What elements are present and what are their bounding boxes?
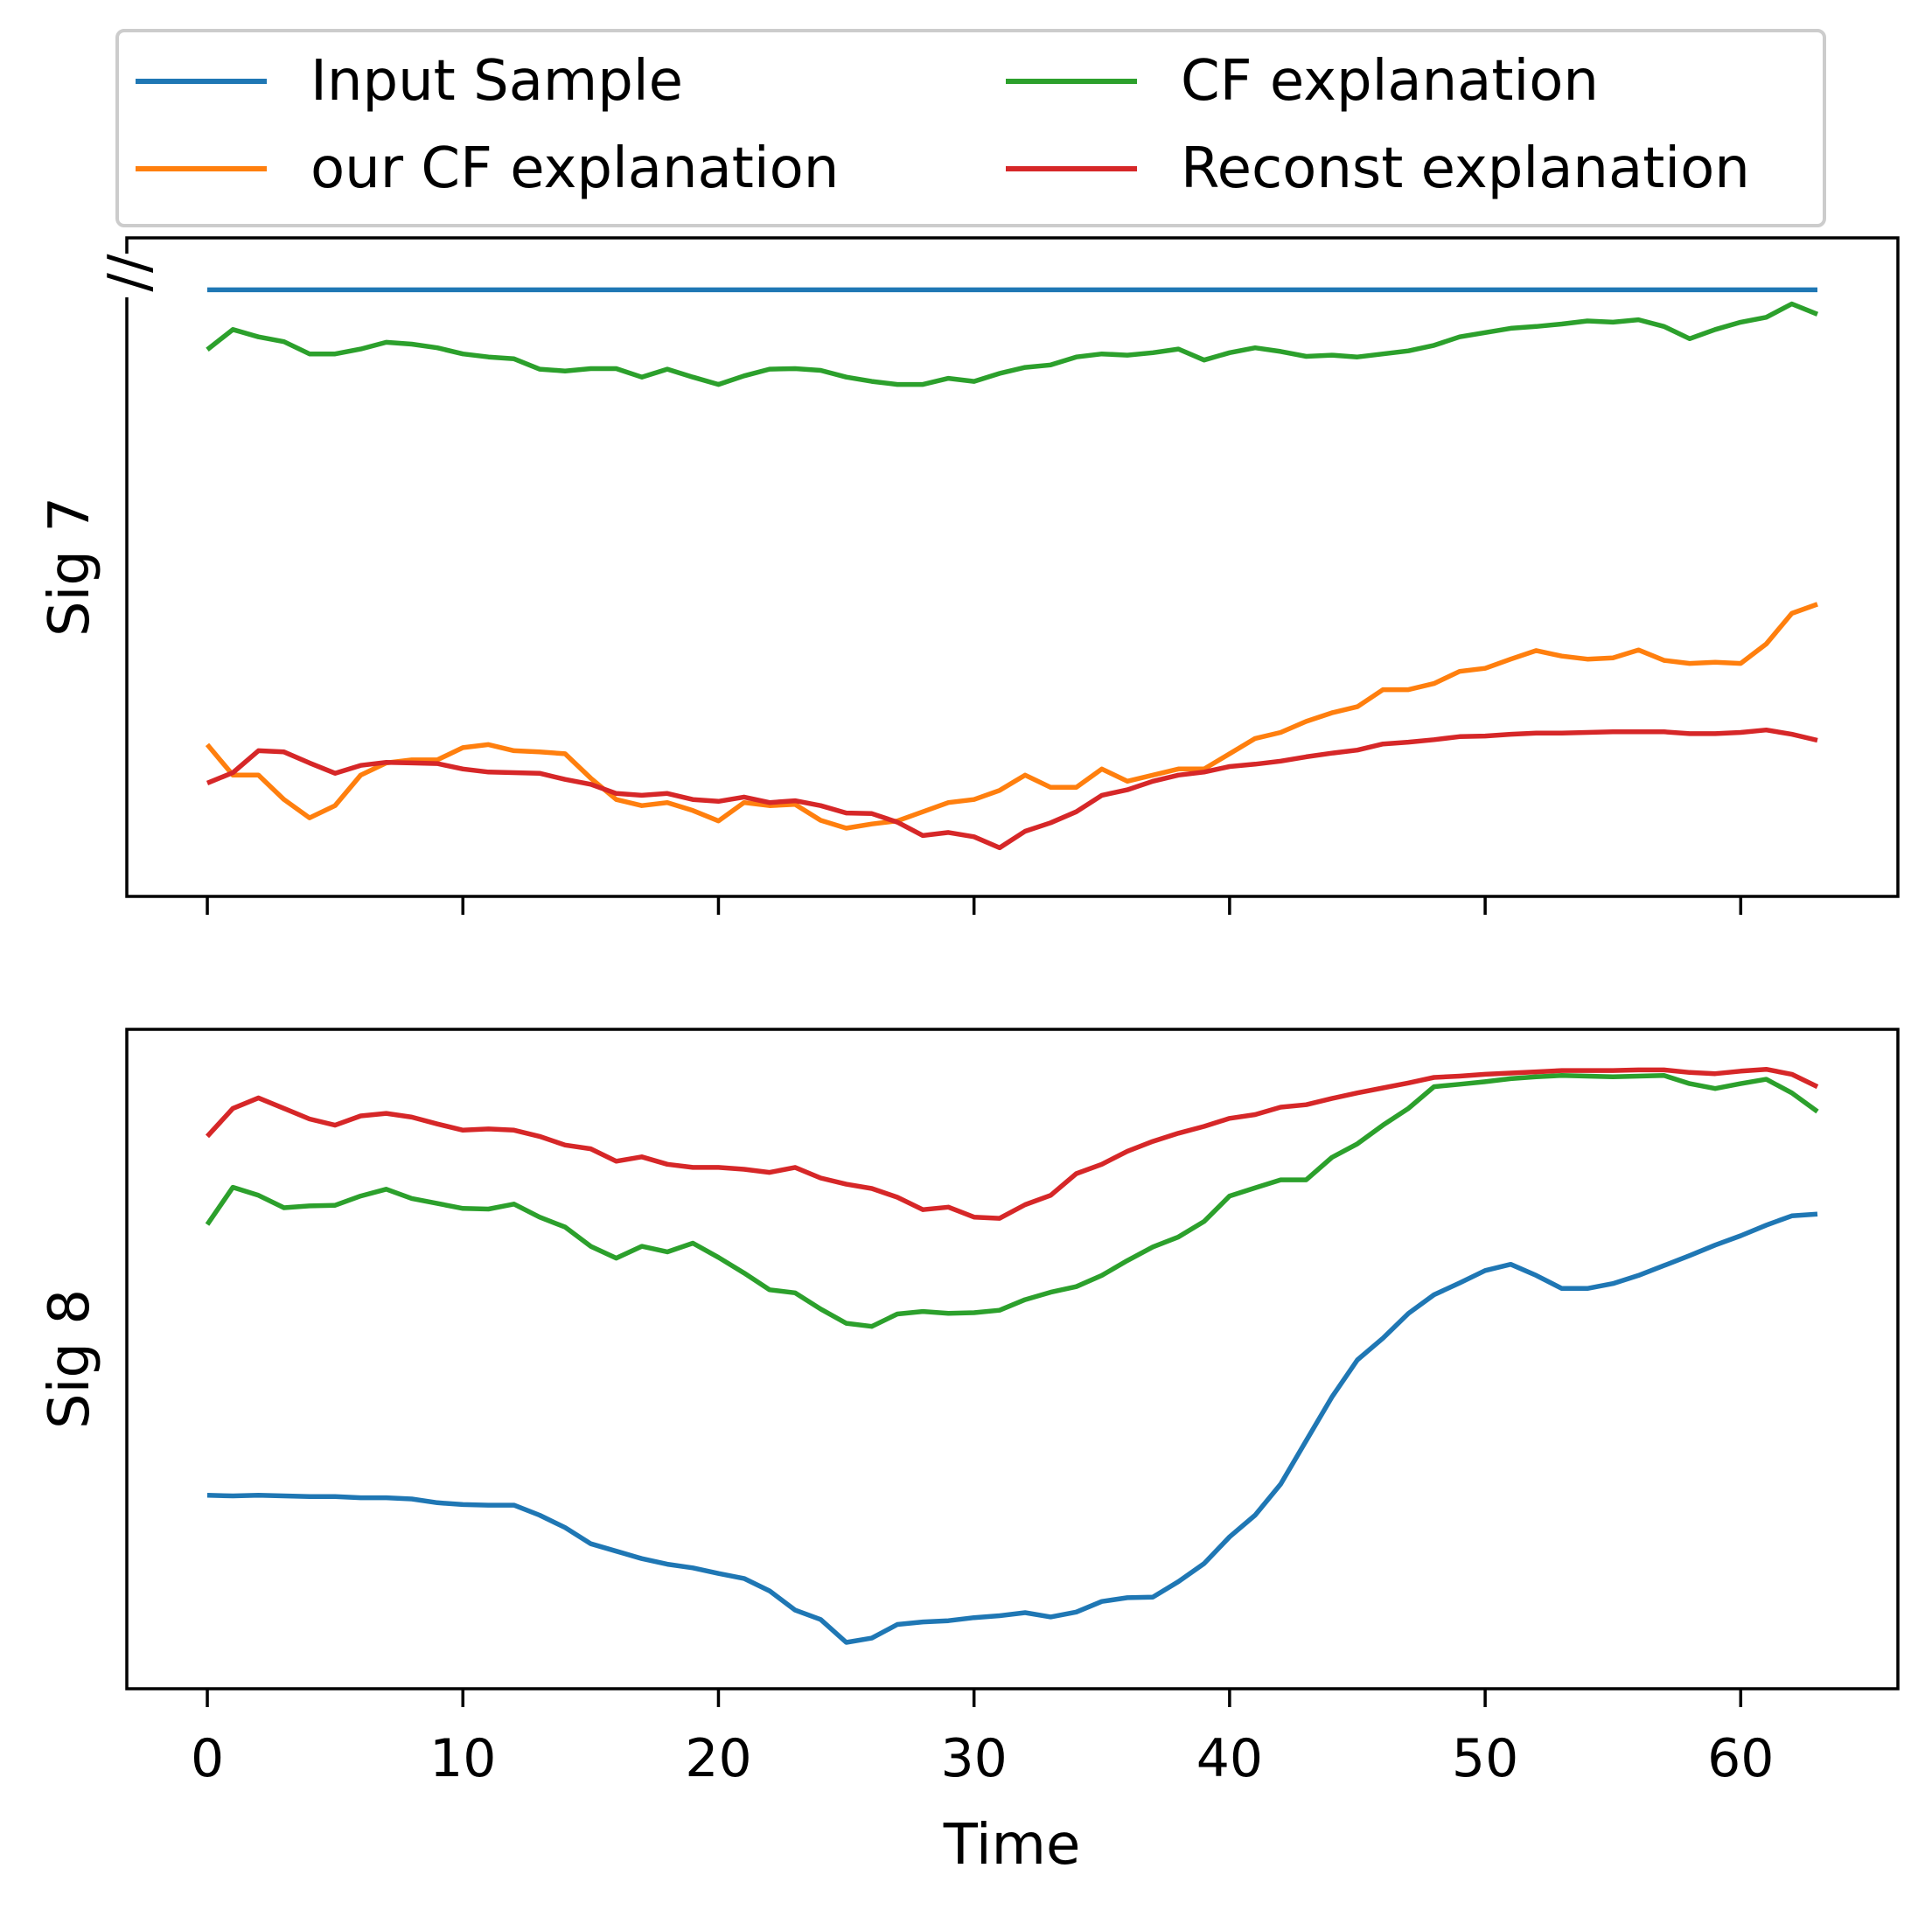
x-tick-label-0: 0 bbox=[191, 1728, 224, 1789]
legend-entry-our-cf: our CF explanation bbox=[136, 136, 839, 201]
x-tick-label-40: 40 bbox=[1196, 1728, 1263, 1789]
axes-frame-sig-8 bbox=[125, 1028, 1900, 1690]
legend: Input Sample our CF explanation CF expla… bbox=[115, 29, 1826, 227]
series-layer-sig-7 bbox=[205, 287, 1819, 851]
legend-entry-reconst: Reconst explanation bbox=[1006, 136, 1750, 201]
x-axis-label-time: Time bbox=[943, 1813, 1081, 1878]
panel-sig-7: // Sig 7 bbox=[38, 236, 1900, 915]
x-ticks-sig-7 bbox=[206, 896, 1743, 915]
series-line-our-cf-sig-7 bbox=[205, 602, 1818, 831]
x-tick-label-50: 50 bbox=[1452, 1728, 1518, 1789]
series-line-reconst-sig-8 bbox=[205, 1066, 1819, 1221]
x-tick-label-30: 30 bbox=[940, 1728, 1007, 1789]
axis-break-gap bbox=[118, 254, 136, 297]
legend-entry-input: Input Sample bbox=[136, 49, 683, 114]
x-tick-label-10: 10 bbox=[429, 1728, 496, 1789]
x-tick-label-60: 60 bbox=[1707, 1728, 1774, 1789]
series-line-cf-sig-7 bbox=[206, 301, 1819, 387]
panel-sig-8: 0 10 20 30 40 50 60 Sig 8 Time bbox=[38, 1028, 1900, 1878]
legend-label-reconst: Reconst explanation bbox=[1181, 136, 1750, 201]
series-line-cf-sig-8 bbox=[205, 1073, 1819, 1329]
legend-label-cf: CF explanation bbox=[1181, 49, 1599, 114]
series-line-input-sig-8 bbox=[206, 1211, 1818, 1645]
y-axis-label-sig-8: Sig 8 bbox=[38, 1289, 102, 1429]
series-line-reconst-sig-7 bbox=[206, 727, 1818, 851]
x-ticks-sig-8: 0 10 20 30 40 50 60 bbox=[191, 1689, 1774, 1789]
legend-entry-cf: CF explanation bbox=[1006, 49, 1599, 114]
legend-label-input: Input Sample bbox=[310, 49, 683, 114]
axes-frame-sig-7 bbox=[125, 236, 1900, 898]
axis-break-marker: // bbox=[97, 254, 162, 292]
series-layer-sig-8 bbox=[205, 1066, 1819, 1645]
legend-frame bbox=[115, 29, 1826, 227]
y-axis-label-sig-7: Sig 7 bbox=[38, 497, 102, 637]
x-tick-label-20: 20 bbox=[685, 1728, 751, 1789]
legend-label-our-cf: our CF explanation bbox=[310, 136, 839, 201]
